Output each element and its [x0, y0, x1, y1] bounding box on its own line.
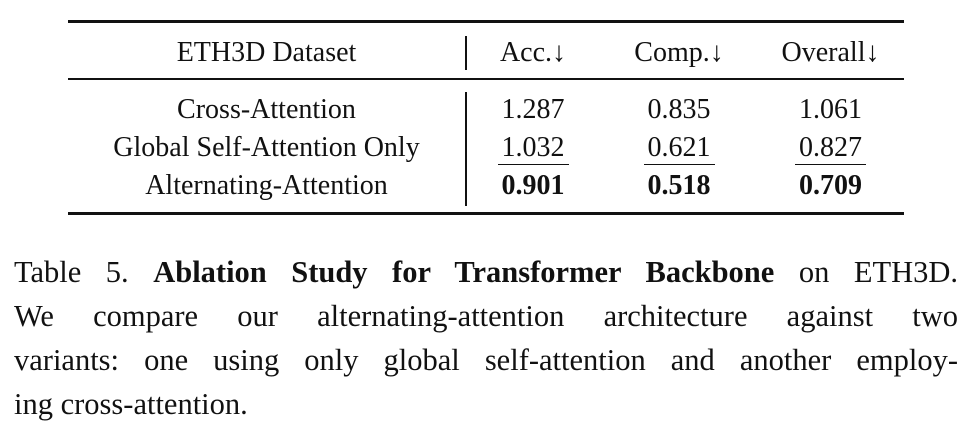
table-top-rule [68, 20, 904, 23]
caption-label: Table 5. [14, 255, 129, 289]
header-acc: Acc.↓ [499, 37, 567, 68]
row-1-overall: 1.061 [799, 94, 862, 125]
row-2-comp-cell: 0.621 [601, 130, 757, 166]
header-overall: Overall↓ [781, 37, 880, 68]
header-dataset: ETH3D Dataset [176, 37, 357, 68]
row-2-acc-cell: 1.032 [465, 130, 601, 166]
row-1-comp: 0.835 [647, 94, 711, 125]
row-2-overall-cell: 0.827 [757, 130, 904, 166]
table-bottom-rule [68, 212, 904, 215]
row-3-acc: 0.901 [501, 170, 565, 201]
caption-line-2: We compare our alternating-attention arc… [14, 299, 958, 333]
table-caption: Table 5. Ablation Study for Transformer … [14, 250, 958, 426]
row-method-cross-attention: Cross-Attention [177, 94, 356, 125]
row-2-overall: 0.827 [795, 132, 866, 165]
caption-line-3: variants: one using only global self-att… [14, 343, 958, 377]
caption-title-suffix: on ETH3D. [798, 255, 959, 289]
caption-line-1: Table 5. Ablation Study for Transformer … [14, 250, 958, 294]
row-2-comp: 0.621 [643, 132, 715, 165]
table-mid-rule [68, 78, 904, 80]
row-2-acc: 1.032 [497, 132, 569, 165]
row-1-acc: 1.287 [501, 94, 565, 125]
row-method-alternating-attention: Alternating-Attention [145, 170, 388, 201]
row-3-comp: 0.518 [647, 170, 711, 201]
body-column-divider [465, 92, 467, 206]
header-comp: Comp.↓ [634, 37, 724, 68]
row-3-overall: 0.709 [799, 170, 862, 201]
header-column-divider [465, 36, 467, 70]
caption-line-4: ing cross-attention. [14, 387, 248, 421]
caption-title: Ablation Study for Transformer Backbone [153, 255, 775, 289]
row-method-global-self-attention: Global Self-Attention Only [113, 132, 420, 163]
